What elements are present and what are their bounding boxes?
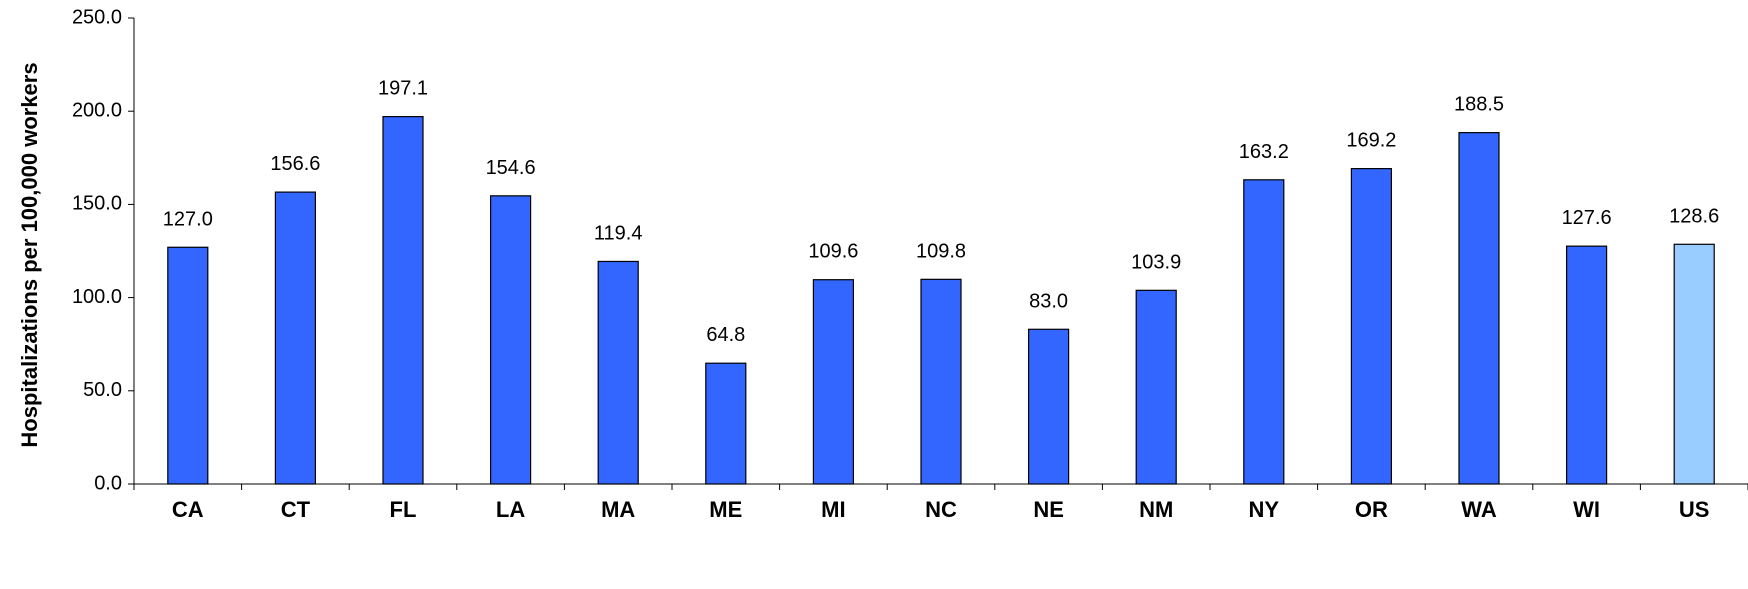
data-label-mi: 109.6 [808,241,858,263]
x-tick-label-wi: WI [1573,497,1600,522]
data-label-ct: 156.6 [270,153,320,175]
y-tick-label: 50.0 [83,379,122,401]
x-tick-label-us: US [1679,497,1710,522]
data-label-la: 154.6 [486,157,536,179]
y-tick-label: 150.0 [72,193,122,215]
x-tick-label-ct: CT [281,497,311,522]
data-label-me: 64.8 [706,324,745,346]
bar-ct [274,191,316,485]
data-label-ca: 127.0 [163,208,213,230]
x-tick-label-ca: CA [172,497,204,522]
x-tick-label-nc: NC [925,497,957,522]
x-tick-label-nm: NM [1139,497,1173,522]
bar-mi [812,279,855,485]
data-label-fl: 197.1 [378,78,428,100]
bar-wi [1565,245,1608,485]
bar-us [1673,243,1715,485]
bar-me [705,362,747,485]
x-tick-label-la: LA [496,497,525,522]
x-tick-label-wa: WA [1461,497,1497,522]
data-label-us: 128.6 [1669,205,1719,227]
data-label-wi: 127.6 [1562,207,1612,229]
y-tick-label: 100.0 [72,286,122,308]
x-tick-label-ne: NE [1033,497,1064,522]
x-tick-label-me: ME [709,497,742,522]
data-label-ne: 83.0 [1029,290,1068,312]
data-label-nc: 109.8 [916,240,966,262]
x-tick-label-or: OR [1355,497,1388,522]
bar-wa [1458,132,1500,485]
data-label-ma: 119.4 [594,222,643,244]
bar-ma [597,260,639,485]
y-axis-title: Hospitalizations per 100,000 workers [17,62,42,447]
bar-ny [1243,179,1285,485]
bar-la [490,195,532,485]
bars-group: 127.0 156.6 197.1 154.6 119.4 64.8 109.6 109.8 8… [163,78,1719,485]
x-tick-label-mi: MI [821,497,845,522]
data-label-ny: 163.2 [1239,141,1289,163]
bar-nm [1135,289,1177,485]
data-label-or: 169.2 [1346,130,1396,152]
x-tick-label-ma: MA [601,497,635,522]
x-tick-label-fl: FL [390,497,417,522]
data-label-wa: 188.5 [1454,94,1504,116]
bar-fl [382,116,424,485]
x-axis: CA CT FL LA MA ME MI NC NE NM NY OR WA WI US [133,483,1748,522]
x-tick-label-ny: NY [1249,497,1280,522]
y-tick-label: 0.0 [94,472,122,494]
bar-ca [167,246,209,485]
y-tick-label: 200.0 [72,99,122,121]
bar-nc [920,278,962,485]
data-label-nm: 103.9 [1131,251,1181,273]
bar-ne [1027,328,1070,485]
y-tick-label: 250.0 [72,6,122,28]
y-axis: 0.0 50.0 100.0 150.0 200.0 250.0 [72,6,135,494]
bar-or [1350,168,1393,485]
